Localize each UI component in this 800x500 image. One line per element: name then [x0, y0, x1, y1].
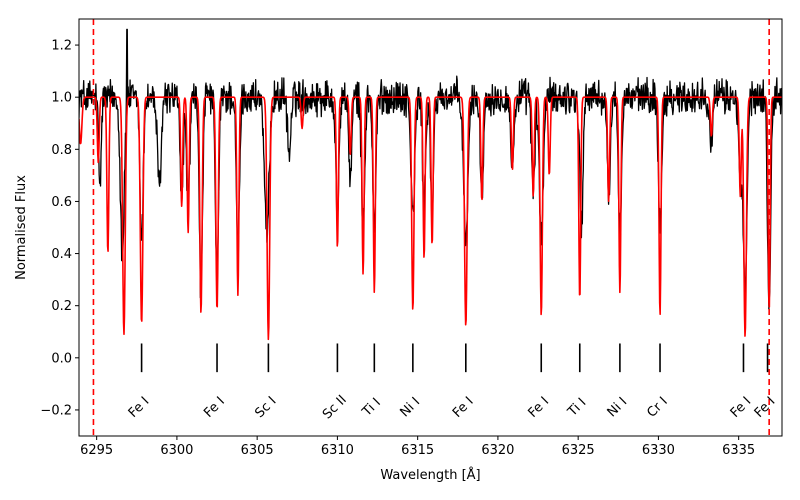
y-tick-label: 1.2 [51, 39, 72, 54]
x-tick-label: 6330 [642, 443, 675, 458]
plot-frame [78, 18, 783, 437]
y-tick-label: −0.2 [40, 403, 72, 418]
y-tick-label: 0.6 [51, 195, 72, 210]
y-tick-label: 0.0 [51, 351, 72, 366]
series-model-line [79, 96, 782, 341]
x-tick-label: 6315 [401, 443, 434, 458]
x-tick-label: 6320 [481, 443, 514, 458]
axes: 6295 6300 6305 6310 6315 6320 6325 6330 6335 −0.2… [40, 39, 755, 458]
x-tick-label: 6300 [160, 443, 193, 458]
y-tick-label: 1.0 [51, 91, 72, 106]
y-tick-label: 0.8 [51, 143, 72, 158]
x-tick-label: 6310 [321, 443, 354, 458]
x-tick-label: 6325 [562, 443, 595, 458]
y-tick-label: 0.2 [51, 299, 72, 314]
x-tick-label: 6305 [241, 443, 274, 458]
x-axis-label: Wavelength [Å] [380, 467, 480, 483]
x-tick-label: 6335 [722, 443, 755, 458]
y-tick-label: 0.4 [51, 247, 72, 262]
y-axis-label: Normalised Flux [14, 175, 29, 280]
x-tick-label: 6295 [80, 443, 113, 458]
